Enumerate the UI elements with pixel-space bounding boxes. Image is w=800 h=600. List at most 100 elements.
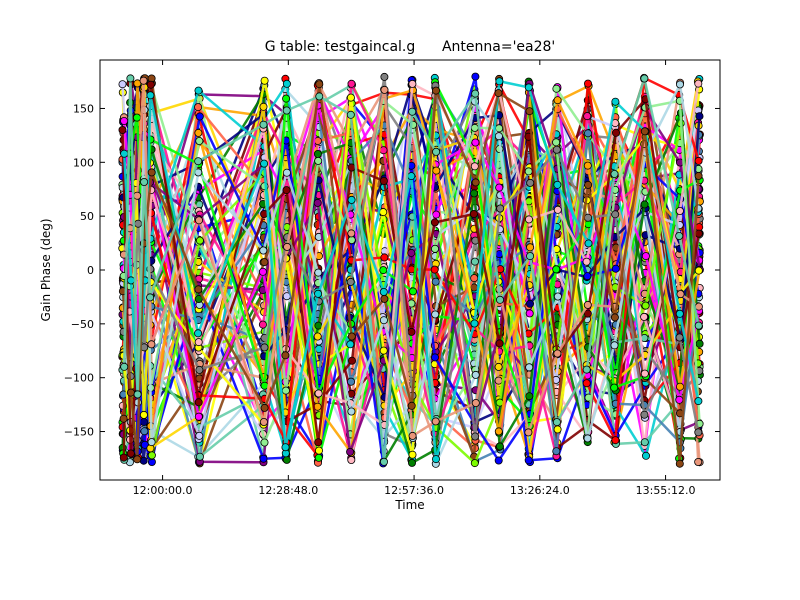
y-tick-label: 100	[73, 156, 94, 169]
data-point	[583, 112, 592, 121]
data-point	[552, 145, 561, 154]
data-point	[526, 243, 535, 252]
data-point	[146, 80, 155, 89]
data-point	[314, 289, 323, 298]
data-point	[470, 123, 479, 132]
data-point	[408, 431, 417, 440]
data-point	[314, 268, 323, 277]
series-line	[121, 84, 700, 464]
data-point	[582, 257, 591, 266]
data-point	[314, 389, 323, 398]
data-point	[314, 446, 323, 455]
data-point	[642, 451, 651, 460]
data-point	[282, 106, 291, 115]
data-point	[379, 266, 388, 275]
data-point	[260, 343, 269, 352]
data-point	[552, 138, 561, 147]
data-point	[119, 453, 128, 462]
data-point	[524, 428, 533, 437]
data-point	[407, 172, 416, 181]
data-point	[675, 395, 684, 404]
data-point	[431, 417, 440, 426]
data-point	[379, 208, 388, 217]
x-axis-label: Time	[395, 498, 425, 512]
data-point	[640, 410, 649, 419]
data-point	[694, 229, 703, 238]
data-point	[583, 309, 592, 318]
data-point	[553, 292, 562, 301]
data-point	[147, 340, 156, 349]
data-point	[469, 209, 478, 218]
data-point	[640, 369, 649, 378]
data-point	[526, 178, 535, 187]
data-point	[194, 285, 203, 294]
data-point	[258, 267, 267, 276]
data-point	[675, 206, 684, 215]
data-point	[524, 456, 533, 465]
data-point	[281, 386, 290, 395]
data-point	[195, 365, 204, 374]
data-point	[640, 127, 649, 136]
data-point	[470, 189, 479, 198]
data-point	[584, 239, 593, 248]
data-point	[260, 159, 269, 168]
data-point	[347, 79, 356, 88]
x-tick-label: 12:00:00.0	[133, 484, 193, 497]
data-point	[430, 244, 439, 253]
y-tick-label: 150	[73, 102, 94, 115]
data-point	[431, 86, 440, 95]
data-point	[118, 126, 127, 135]
data-point	[132, 113, 141, 122]
data-point	[194, 128, 203, 137]
data-point	[379, 146, 388, 155]
data-point	[118, 80, 127, 89]
data-point	[495, 250, 504, 259]
data-point	[195, 236, 204, 245]
data-point	[260, 438, 269, 447]
data-point	[552, 447, 561, 456]
data-point	[146, 293, 155, 302]
data-point	[695, 339, 704, 348]
data-point	[346, 377, 355, 386]
data-point	[470, 257, 479, 266]
data-point	[494, 376, 503, 385]
data-point	[133, 191, 142, 200]
data-point	[194, 103, 203, 112]
data-point	[194, 338, 203, 347]
data-point	[408, 450, 417, 459]
data-point	[524, 83, 533, 92]
data-point	[584, 79, 593, 88]
data-point	[313, 198, 322, 207]
data-point	[407, 458, 416, 467]
data-point	[494, 456, 503, 465]
data-point	[430, 265, 439, 274]
data-point	[313, 149, 322, 158]
data-point	[380, 294, 389, 303]
data-point	[282, 94, 291, 103]
data-point	[470, 162, 479, 171]
data-point	[525, 215, 534, 224]
data-point	[259, 120, 268, 129]
data-point	[346, 277, 355, 286]
data-point	[314, 321, 323, 330]
data-point	[194, 86, 203, 95]
data-point	[126, 388, 135, 397]
data-point	[260, 258, 269, 267]
data-point	[146, 91, 155, 100]
data-point	[346, 340, 355, 349]
data-point	[120, 362, 129, 371]
data-point	[526, 299, 535, 308]
data-point	[584, 213, 593, 222]
data-point	[346, 93, 355, 102]
data-point	[612, 128, 621, 137]
data-point	[139, 410, 148, 419]
data-point	[470, 274, 479, 283]
data-point	[583, 161, 592, 170]
data-point	[524, 167, 533, 176]
data-point	[525, 107, 534, 116]
data-point	[195, 431, 204, 440]
data-point	[695, 223, 704, 232]
data-point	[147, 451, 156, 460]
data-point	[407, 401, 416, 410]
